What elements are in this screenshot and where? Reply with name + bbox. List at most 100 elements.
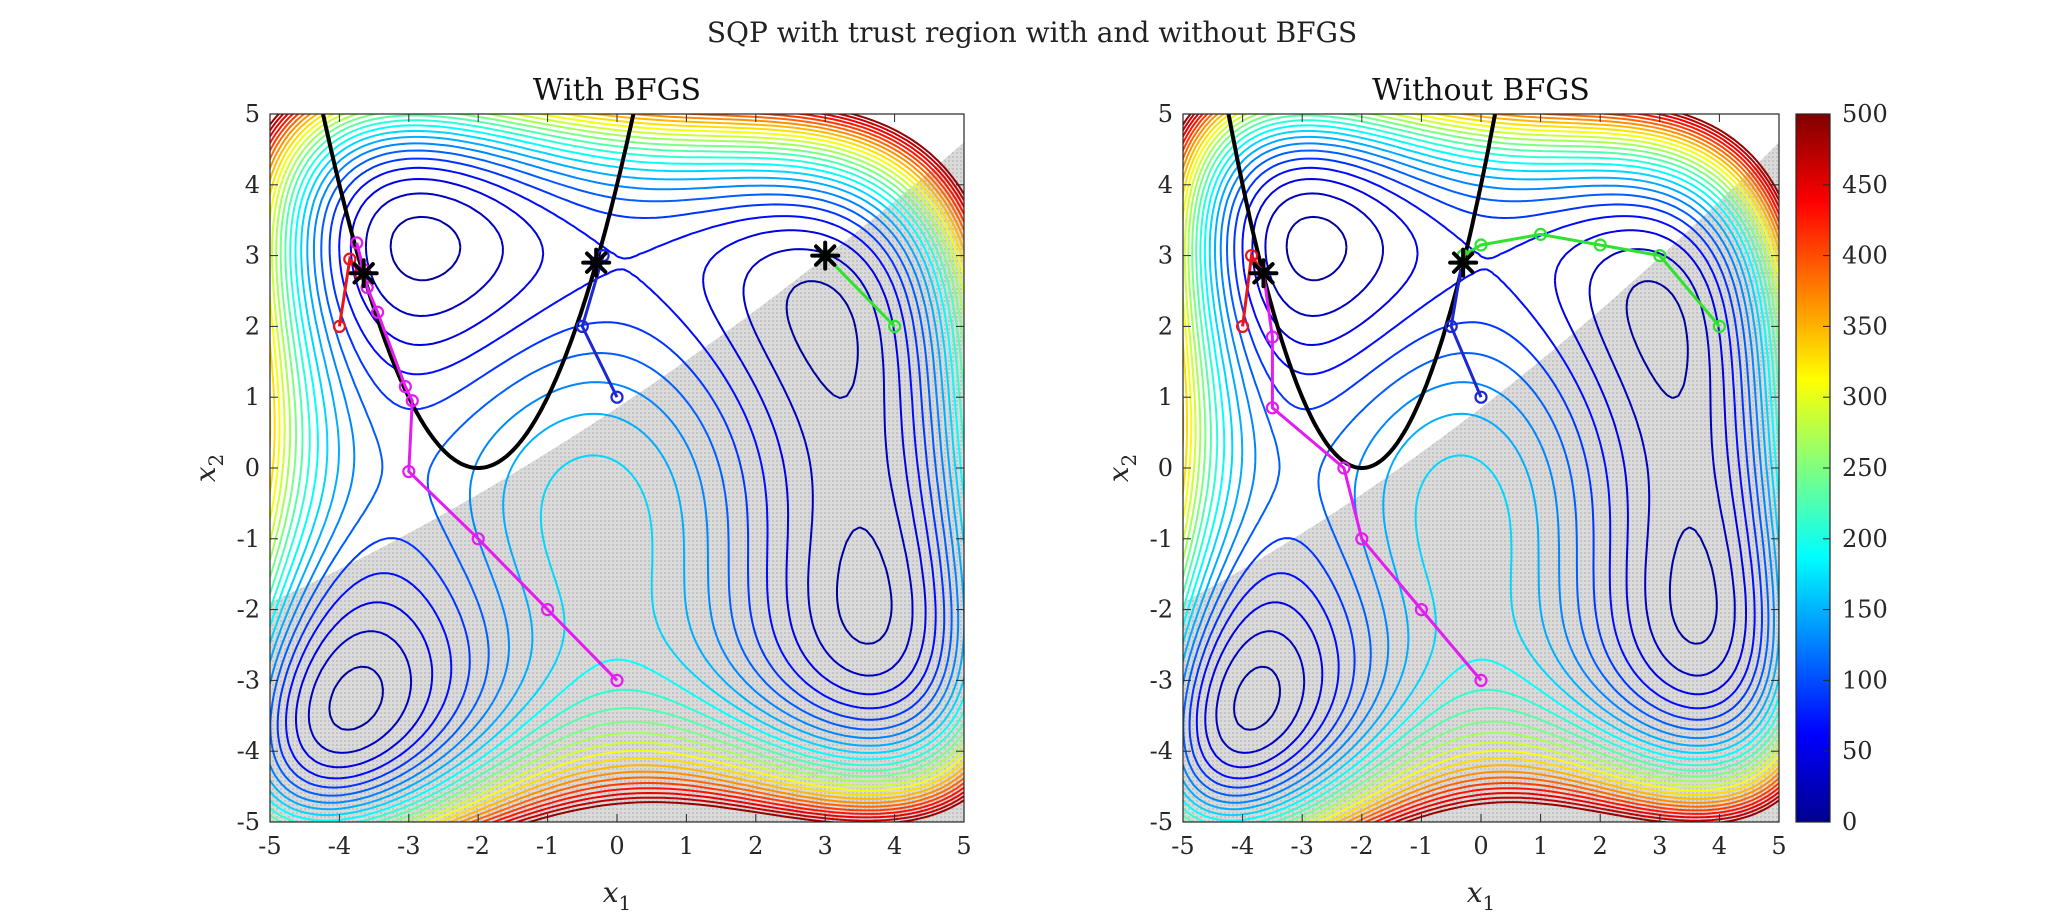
colorbar-tick-label: 400 — [1842, 242, 1888, 270]
x-tick-label: 0 — [609, 832, 624, 860]
contour-level — [328, 215, 893, 731]
y-tick-label: -4 — [1150, 737, 1173, 765]
iterate-point — [343, 252, 357, 266]
y-tick-label: -2 — [237, 596, 260, 624]
contour-level — [1183, 114, 1779, 822]
contour-level — [270, 114, 964, 822]
plot-content — [270, 114, 964, 822]
y-tick-label: 3 — [1158, 242, 1173, 270]
x-tick-label: 1 — [679, 832, 694, 860]
iterate-point — [1414, 602, 1429, 617]
x-tick-label: -4 — [1231, 832, 1254, 860]
contour-level — [270, 114, 964, 822]
iterate-line — [824, 254, 896, 328]
contour-level — [270, 114, 964, 822]
contour-level — [270, 142, 960, 804]
iterate-point — [360, 280, 374, 295]
colorbar-tick-label: 0 — [1842, 808, 1857, 836]
x-axis-label: x1 — [603, 876, 632, 914]
contour-level — [1183, 114, 1779, 822]
contour-level — [1183, 114, 1779, 822]
contour-level — [1215, 192, 1736, 754]
iterate-point — [610, 673, 624, 688]
contour-level — [1183, 114, 1779, 822]
iterate-point — [575, 319, 589, 333]
contour-level — [1195, 166, 1756, 780]
y-tick-label: -5 — [1150, 808, 1173, 836]
iterate-point — [540, 602, 555, 617]
y-tick-label: -4 — [237, 737, 260, 765]
contour-level — [1233, 215, 1718, 731]
panel-with-bfgs: -5 -4 -3 -2 -1 0 1 2 3 4 5 -5 -4 -3 -2 -1 0 1 2 3 4 5 With BFG… — [189, 73, 972, 914]
y-tick-label: 1 — [245, 383, 260, 411]
x-tick-label: 5 — [956, 832, 971, 860]
colorbar-tick-label: 50 — [1842, 737, 1873, 765]
colorbar-tick-label: 250 — [1842, 454, 1888, 482]
y-tick-label: 4 — [245, 171, 260, 199]
contour-level — [270, 114, 964, 822]
minimum-marker — [810, 240, 841, 271]
y-tick-label: -3 — [1150, 666, 1173, 694]
colorbar-tick-label: 300 — [1842, 383, 1888, 411]
x-tick-label: 3 — [1652, 832, 1667, 860]
x-tick-label: -4 — [328, 832, 351, 860]
y-tick-label: -2 — [1150, 596, 1173, 624]
contour-level — [270, 114, 964, 822]
contour-level — [270, 119, 964, 822]
contour-level — [1183, 114, 1779, 822]
x-tick-label: -5 — [258, 832, 281, 860]
x-tick-label: 0 — [1473, 832, 1488, 860]
iterate-point — [1444, 319, 1458, 333]
contour-level — [270, 129, 964, 817]
iterate-point — [405, 394, 419, 408]
contour-level — [270, 114, 964, 822]
plot-content — [1183, 114, 1779, 822]
panel-title: Without BFGS — [1372, 73, 1590, 108]
y-axis-label: x2 — [189, 454, 228, 483]
iterate-point — [402, 464, 416, 479]
contour-level — [270, 114, 964, 822]
contour-level — [276, 157, 946, 789]
contour-level — [1183, 114, 1779, 822]
contour-level — [270, 149, 953, 797]
contour-level — [295, 178, 927, 769]
x-tick-label: 2 — [748, 832, 763, 860]
iterate-point — [1474, 673, 1488, 688]
contour-level — [1183, 114, 1779, 822]
iterate-point — [350, 236, 364, 250]
contour-level — [1183, 129, 1779, 817]
iterate-point — [1593, 238, 1607, 252]
colorbar-tick-label: 150 — [1842, 596, 1888, 624]
x-tick-label: -1 — [536, 832, 559, 860]
y-tick-label: -3 — [237, 666, 260, 694]
x-tick-label: -3 — [1291, 832, 1314, 860]
y-tick-label: -1 — [1150, 525, 1173, 553]
iterate-point — [471, 532, 485, 546]
y-tick-label: 3 — [245, 242, 260, 270]
contour-level — [270, 124, 964, 822]
colorbar-tick-label: 100 — [1842, 666, 1888, 694]
x-tick-label: 4 — [1712, 832, 1727, 860]
contour-level — [1183, 114, 1779, 822]
y-tick-label: 2 — [1158, 312, 1173, 340]
contour-level — [270, 135, 964, 811]
contour-level — [270, 114, 964, 822]
x-tick-label: 4 — [887, 832, 902, 860]
colorbar-tick-label: 450 — [1842, 171, 1888, 199]
contour-level — [270, 114, 964, 822]
x-axis-label: x1 — [1467, 876, 1496, 914]
iterate-point — [1337, 461, 1351, 475]
iterate-point — [1265, 330, 1280, 344]
y-tick-label: 2 — [245, 312, 260, 340]
iterate-point — [398, 379, 412, 394]
iterate-point — [887, 319, 902, 333]
figure-suptitle: SQP with trust region with and without B… — [706, 16, 1358, 49]
panel-without-bfgs: -5 -4 -3 -2 -1 0 1 2 3 4 5 -5 -4 -3 -2 -1 0 1 2 3 4 5 Without … — [1102, 73, 1787, 914]
colorbar-tick-label: 500 — [1842, 100, 1888, 128]
iterate-point — [1653, 249, 1667, 263]
contour-level — [1183, 124, 1779, 822]
contour-level — [1183, 114, 1779, 822]
contour-lines — [1183, 114, 1779, 822]
y-tick-label: 0 — [1158, 454, 1173, 482]
